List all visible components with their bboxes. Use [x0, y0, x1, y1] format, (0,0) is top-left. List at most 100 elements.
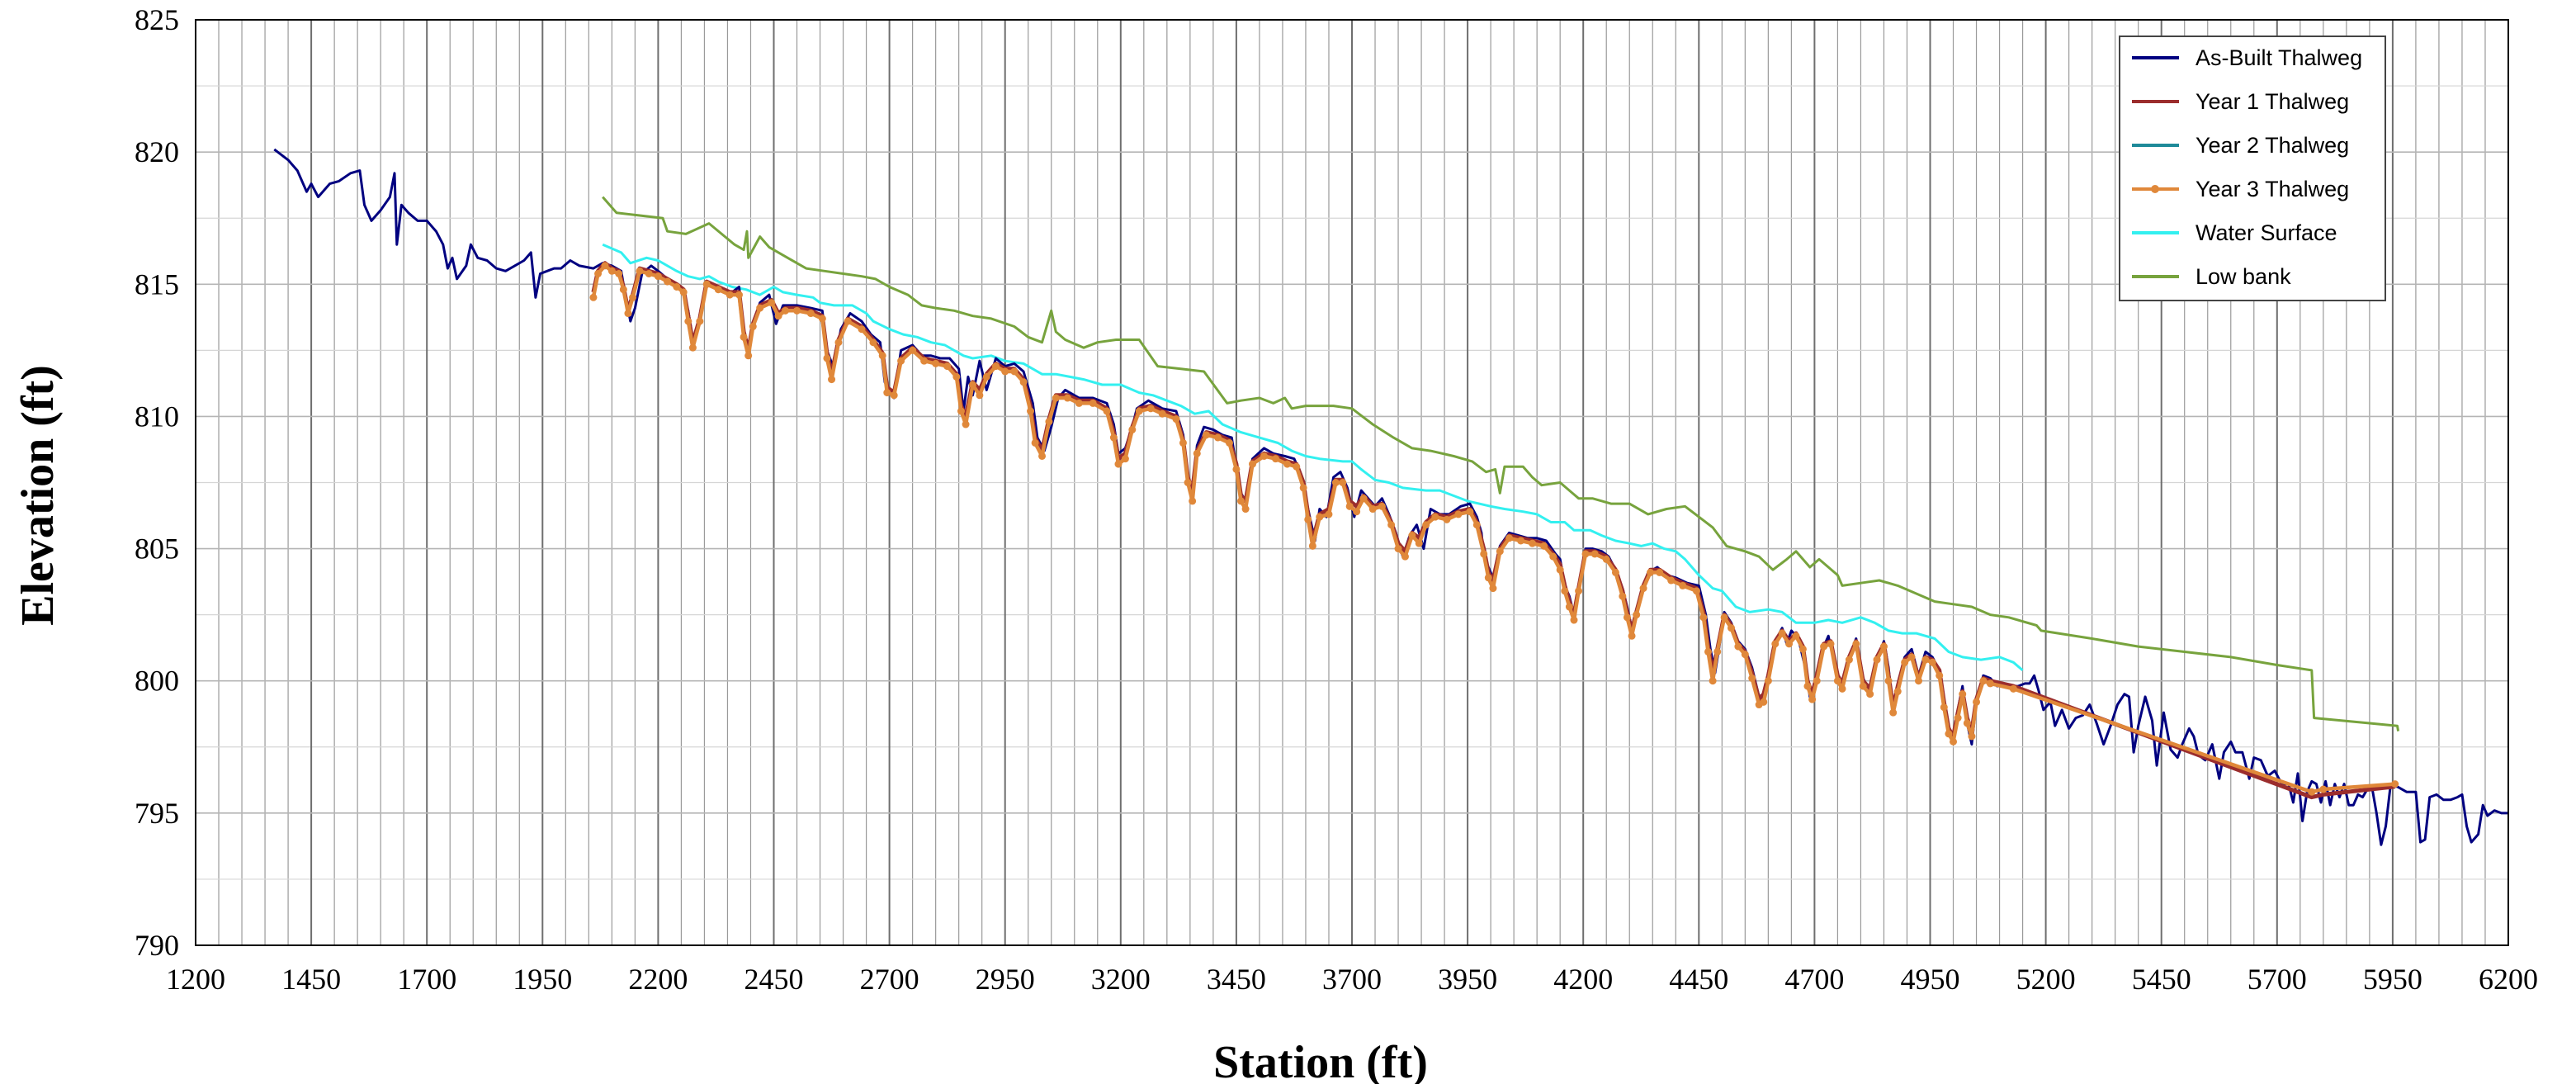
point-year-3-thalweg	[1454, 510, 1463, 518]
point-year-3-thalweg	[607, 267, 616, 275]
point-year-3-thalweg	[2319, 785, 2328, 793]
point-year-3-thalweg	[1378, 502, 1386, 510]
point-year-3-thalweg	[1884, 677, 1893, 685]
point-year-3-thalweg	[673, 282, 681, 291]
point-year-3-thalweg	[1646, 568, 1654, 576]
point-year-3-thalweg	[2391, 780, 2399, 788]
series-line-low-bank	[602, 196, 2400, 731]
point-year-3-thalweg	[976, 391, 984, 400]
point-year-3-thalweg	[688, 343, 697, 352]
point-year-3-thalweg	[1158, 409, 1166, 418]
x-tick-label: 5200	[2016, 963, 2076, 996]
point-year-3-thalweg	[1019, 378, 1028, 386]
point-year-3-thalweg	[1713, 647, 1722, 656]
y-tick-label: 800	[135, 665, 179, 698]
point-year-3-thalweg	[744, 352, 753, 360]
point-year-3-thalweg	[1549, 552, 1557, 561]
point-year-3-thalweg	[883, 389, 891, 397]
point-year-3-thalweg	[1907, 653, 1916, 661]
point-year-3-thalweg	[1237, 497, 1245, 505]
point-year-3-thalweg	[749, 323, 757, 331]
point-year-3-thalweg	[664, 277, 672, 286]
point-year-3-thalweg	[1704, 647, 1713, 656]
y-axis-tick-labels: 790 795 800 805 810 815 820 825	[135, 3, 179, 962]
point-year-3-thalweg	[1914, 677, 1922, 685]
x-tick-label: 1200	[166, 963, 225, 996]
x-tick-label: 4200	[1553, 963, 1613, 996]
point-year-3-thalweg	[909, 346, 917, 354]
legend-label-water-surface: Water Surface	[2196, 220, 2337, 245]
point-year-3-thalweg	[844, 317, 852, 325]
point-year-3-thalweg	[1408, 532, 1416, 540]
legend-label-year-1-thalweg: Year 1 Thalweg	[2196, 89, 2349, 114]
x-tick-label: 3700	[1322, 963, 1382, 996]
point-year-3-thalweg	[1575, 587, 1583, 595]
point-year-3-thalweg	[1611, 568, 1619, 576]
point-year-3-thalweg	[1699, 613, 1708, 622]
point-year-3-thalweg	[1945, 730, 1953, 738]
point-year-3-thalweg	[1075, 399, 1083, 407]
point-year-3-thalweg	[793, 306, 801, 315]
point-year-3-thalweg	[1339, 479, 1347, 486]
point-year-3-thalweg	[1325, 510, 1333, 518]
point-year-3-thalweg	[1103, 407, 1111, 415]
point-year-3-thalweg	[1401, 552, 1409, 561]
point-year-3-thalweg	[1260, 452, 1269, 460]
point-year-3-thalweg	[1667, 576, 1676, 585]
y-tick-label: 795	[135, 797, 179, 830]
point-year-3-thalweg	[629, 293, 637, 301]
x-tick-label: 3950	[1438, 963, 1497, 996]
point-year-3-thalweg	[1529, 539, 1537, 547]
point-year-3-thalweg	[1623, 613, 1631, 622]
point-year-3-thalweg	[823, 354, 831, 362]
point-year-3-thalweg	[834, 338, 843, 347]
point-year-3-thalweg	[1359, 495, 1368, 503]
point-year-3-thalweg	[1172, 415, 1180, 424]
point-year-3-thalweg	[774, 312, 782, 320]
legend-box	[2119, 36, 2386, 301]
x-tick-label: 1450	[281, 963, 341, 996]
point-year-3-thalweg	[645, 269, 653, 277]
point-year-3-thalweg	[991, 362, 1000, 371]
point-year-3-thalweg	[1639, 585, 1647, 593]
point-year-3-thalweg	[1293, 462, 1301, 471]
point-year-3-thalweg	[1331, 479, 1340, 486]
point-year-3-thalweg	[1249, 460, 1257, 468]
point-year-3-thalweg	[1760, 698, 1768, 706]
point-year-3-thalweg	[1540, 542, 1548, 550]
x-tick-label: 5700	[2248, 963, 2307, 996]
point-year-3-thalweg	[858, 325, 866, 334]
point-year-3-thalweg	[726, 291, 734, 299]
point-year-3-thalweg	[1692, 587, 1700, 595]
point-year-3-thalweg	[1889, 708, 1898, 717]
point-year-3-thalweg	[2308, 788, 2316, 796]
point-year-3-thalweg	[1591, 550, 1599, 558]
point-year-3-thalweg	[1950, 737, 1958, 746]
point-year-3-thalweg	[1489, 585, 1497, 593]
plot-area-frame	[195, 19, 2509, 946]
series-layer	[273, 148, 2508, 846]
point-year-3-thalweg	[1109, 433, 1118, 442]
point-year-3-thalweg	[1845, 656, 1853, 664]
x-tick-label: 4450	[1669, 963, 1728, 996]
point-year-3-thalweg	[1038, 452, 1047, 460]
point-year-3-thalweg	[1184, 479, 1192, 486]
point-year-3-thalweg	[1031, 438, 1039, 447]
x-tick-label: 1950	[513, 963, 572, 996]
point-year-3-thalweg	[828, 376, 836, 384]
point-year-3-thalweg	[654, 272, 662, 281]
point-year-3-thalweg	[1517, 537, 1525, 545]
point-year-3-thalweg	[1827, 640, 1835, 648]
point-year-3-thalweg	[1808, 695, 1817, 703]
y-axis-title: Elevation (ft)	[12, 365, 64, 626]
point-year-3-thalweg	[589, 293, 598, 301]
point-year-3-thalweg	[1466, 508, 1474, 516]
point-year-3-thalweg	[2009, 684, 2017, 693]
x-axis-title: Station (ft)	[1213, 1037, 1428, 1084]
point-year-3-thalweg	[897, 357, 905, 365]
legend-label-low-bank: Low bank	[2196, 264, 2291, 289]
point-year-3-thalweg	[1936, 671, 1944, 679]
point-year-3-thalweg	[1010, 367, 1019, 376]
point-year-3-thalweg	[1202, 431, 1210, 439]
